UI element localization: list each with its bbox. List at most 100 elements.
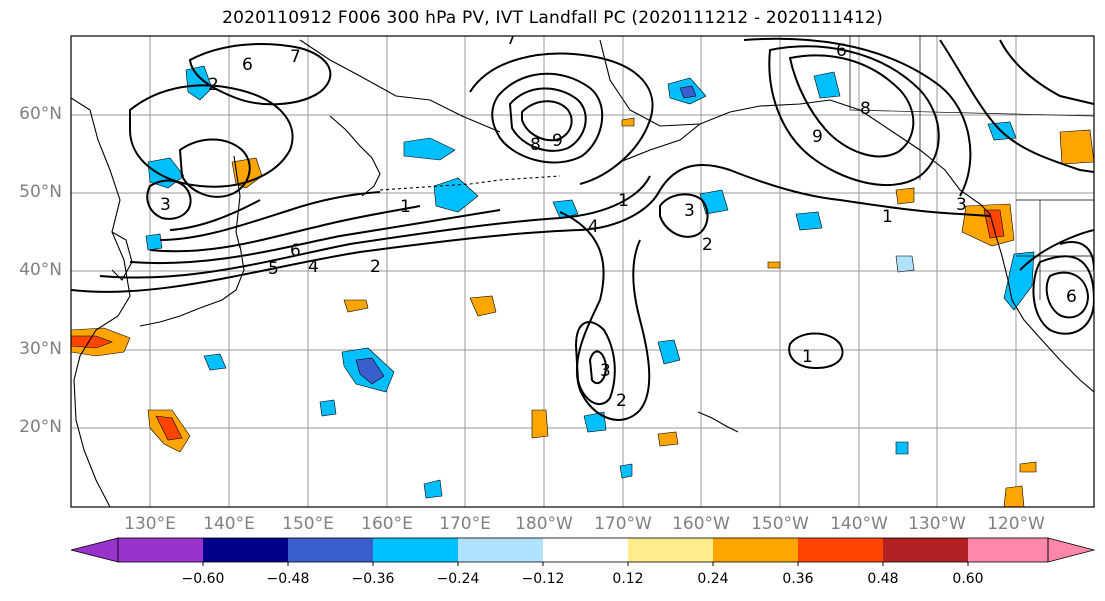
colorbar-swatch xyxy=(288,538,373,562)
contour-label: 6 xyxy=(1066,287,1077,307)
lon-label: 180°W xyxy=(515,514,573,534)
lon-label: 140°E xyxy=(203,514,255,534)
sakhalin-coast xyxy=(233,155,241,249)
colorbar-swatch xyxy=(373,538,458,562)
contour-line xyxy=(768,45,940,187)
colorbar xyxy=(70,537,1096,566)
contour-line xyxy=(788,332,844,370)
contour-label: 2 xyxy=(208,75,219,95)
pv-contours xyxy=(71,37,1094,421)
contour-label: 4 xyxy=(308,257,319,277)
graticule xyxy=(71,36,1094,507)
neg-patch xyxy=(145,233,163,251)
contour-label: 8 xyxy=(860,99,871,119)
contour-label: 7 xyxy=(506,29,517,49)
contour-label: 6 xyxy=(290,241,301,261)
pos-patch xyxy=(767,261,781,269)
contour-label: 6 xyxy=(242,55,253,75)
contour-line xyxy=(1019,229,1094,271)
pos-patch-core xyxy=(155,415,183,441)
contour-label: 3 xyxy=(684,201,695,221)
neg-patch xyxy=(185,65,213,101)
contour-label: 6 xyxy=(836,41,847,61)
lat-label: 30°N xyxy=(19,339,62,359)
contour-label: 1 xyxy=(618,191,629,211)
contour-line xyxy=(508,87,587,152)
kamchatka-coast xyxy=(329,115,381,197)
borders xyxy=(849,36,1094,300)
contour-label: 2 xyxy=(370,257,381,277)
pos-patch xyxy=(343,299,369,313)
contour-line xyxy=(129,84,294,188)
colorbar-tick-label: −0.60 xyxy=(181,571,225,587)
colorbar-swatch xyxy=(713,538,798,562)
contour-label: 7 xyxy=(290,47,301,67)
contour-line xyxy=(99,175,651,279)
contour-labels: 7 6 2 8 9 7 6 8 9 3 6 5 4 2 1 4 1 3 2 1 … xyxy=(160,29,1077,411)
pos-patch xyxy=(621,117,635,127)
colorbar-swatch xyxy=(883,538,968,562)
lon-label: 160°W xyxy=(672,514,730,534)
colorbar-low-extend xyxy=(70,537,119,563)
contour-label: 5 xyxy=(268,259,279,279)
pos-patch xyxy=(231,157,263,189)
pos-patch xyxy=(657,431,679,447)
lon-label: 120°W xyxy=(987,514,1045,534)
neg-patch xyxy=(619,463,633,479)
colorbar-tick-label: 0.60 xyxy=(952,571,984,587)
contour-label: 3 xyxy=(160,195,171,215)
contour-label: 3 xyxy=(600,361,611,381)
contour-label: 9 xyxy=(812,127,823,147)
pos-patch xyxy=(1059,129,1094,165)
colorbar-tick-label: −0.36 xyxy=(351,571,395,587)
colorbar-swatch xyxy=(543,538,628,562)
neg-patch xyxy=(895,441,909,455)
colorbar-swatch xyxy=(458,538,543,562)
contour-line xyxy=(1032,255,1094,335)
lat-label: 60°N xyxy=(19,104,62,124)
lat-label: 40°N xyxy=(19,260,62,280)
neg-patch xyxy=(813,71,841,99)
contour-line xyxy=(743,37,972,197)
pos-patch-core xyxy=(983,209,1005,239)
neg-patch xyxy=(657,339,681,365)
lon-label: 160°E xyxy=(361,514,413,534)
contour-line xyxy=(588,350,608,385)
contour-label: 2 xyxy=(616,391,627,411)
contour-line xyxy=(149,205,421,253)
neg-patch xyxy=(895,255,915,273)
alaska-coast xyxy=(599,39,991,215)
colorbar-swatch xyxy=(203,538,288,562)
neg-patch xyxy=(319,399,337,417)
contour-line xyxy=(574,321,616,405)
contour-line xyxy=(521,100,573,142)
contour-line xyxy=(491,72,604,164)
colorbar-tick-label: −0.24 xyxy=(436,571,480,587)
colorbar-tick-label: −0.12 xyxy=(521,571,565,587)
neg-patch-core xyxy=(355,357,385,385)
contour-line xyxy=(178,138,251,198)
colorbar-tick-label: 0.36 xyxy=(782,571,814,587)
pos-patch xyxy=(895,187,915,205)
pv-anomaly-shading xyxy=(71,65,1094,507)
colorbar-swatch xyxy=(118,538,203,562)
contour-line xyxy=(559,211,651,421)
aleutian-chain xyxy=(379,175,561,191)
contour-label: 2 xyxy=(702,235,713,255)
map-border xyxy=(70,35,1095,508)
coastlines xyxy=(71,39,1094,507)
contour-line xyxy=(659,193,709,238)
pos-patch xyxy=(531,409,549,439)
lon-label: 140°W xyxy=(830,514,888,534)
lon-label: 130°W xyxy=(908,514,966,534)
lon-label: 130°E xyxy=(124,514,176,534)
contour-line xyxy=(999,39,1094,105)
colorbar-tick-label: 0.12 xyxy=(612,571,644,587)
contour-line xyxy=(188,43,332,106)
contour-label: 3 xyxy=(956,195,967,215)
japan-coast xyxy=(139,245,245,327)
pos-patch xyxy=(469,295,497,317)
lon-label: 150°W xyxy=(751,514,809,534)
lon-label: 170°W xyxy=(594,514,652,534)
contour-line xyxy=(1045,271,1090,319)
